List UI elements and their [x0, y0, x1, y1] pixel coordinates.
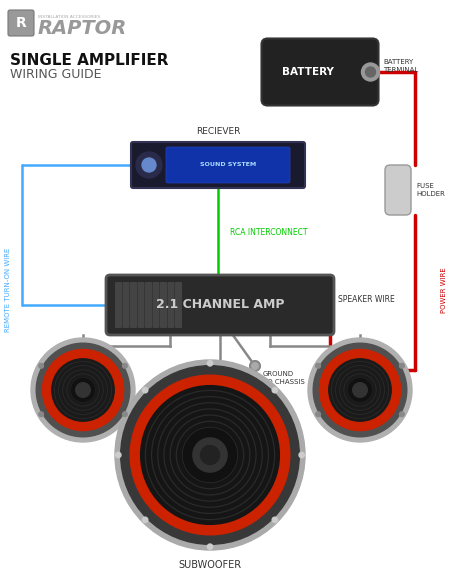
Circle shape [142, 388, 147, 393]
FancyBboxPatch shape [167, 282, 174, 328]
Text: RECIEVER: RECIEVER [195, 127, 239, 136]
Text: FUSE
HOLDER: FUSE HOLDER [415, 183, 444, 197]
Circle shape [142, 158, 156, 172]
Circle shape [207, 361, 212, 366]
Text: SOUND SYSTEM: SOUND SYSTEM [199, 162, 256, 168]
Circle shape [193, 438, 226, 472]
Circle shape [315, 412, 320, 417]
Circle shape [299, 452, 304, 457]
Text: 2.1 CHANNEL AMP: 2.1 CHANNEL AMP [156, 299, 284, 311]
Circle shape [200, 445, 219, 464]
FancyBboxPatch shape [8, 10, 34, 36]
Circle shape [42, 349, 123, 431]
Circle shape [328, 359, 390, 421]
Circle shape [71, 378, 94, 402]
Circle shape [365, 67, 375, 77]
Circle shape [142, 517, 147, 523]
Circle shape [207, 544, 212, 549]
Text: INSTALLATION ACCESSORIES: INSTALLATION ACCESSORIES [38, 15, 100, 19]
Circle shape [313, 343, 406, 437]
Circle shape [249, 361, 259, 371]
Text: R: R [16, 16, 26, 30]
Circle shape [315, 364, 320, 368]
Circle shape [319, 349, 400, 431]
Circle shape [115, 452, 121, 457]
Text: SUBWOOFER: SUBWOOFER [178, 560, 241, 570]
FancyBboxPatch shape [130, 282, 137, 328]
Circle shape [399, 412, 403, 417]
FancyBboxPatch shape [261, 38, 377, 105]
Circle shape [115, 360, 304, 550]
Text: RAPTOR: RAPTOR [38, 19, 127, 37]
FancyBboxPatch shape [137, 282, 144, 328]
FancyBboxPatch shape [131, 142, 304, 188]
Circle shape [183, 428, 236, 481]
Text: REMOTE TURN-ON WIRE: REMOTE TURN-ON WIRE [5, 248, 11, 332]
Circle shape [36, 343, 129, 437]
Circle shape [348, 378, 371, 402]
Circle shape [76, 383, 90, 398]
FancyBboxPatch shape [166, 147, 290, 183]
FancyBboxPatch shape [384, 165, 410, 215]
Circle shape [136, 152, 161, 178]
FancyBboxPatch shape [145, 282, 152, 328]
FancyBboxPatch shape [115, 282, 122, 328]
Circle shape [272, 517, 277, 523]
Circle shape [130, 375, 289, 535]
FancyBboxPatch shape [160, 282, 166, 328]
FancyBboxPatch shape [152, 282, 159, 328]
Circle shape [39, 364, 43, 368]
Text: WIRING GUIDE: WIRING GUIDE [10, 68, 101, 81]
Circle shape [307, 338, 411, 442]
Circle shape [52, 359, 114, 421]
Circle shape [31, 338, 135, 442]
FancyBboxPatch shape [122, 282, 129, 328]
Circle shape [352, 383, 367, 398]
Circle shape [272, 388, 277, 393]
Text: SINGLE AMPLIFIER: SINGLE AMPLIFIER [10, 53, 168, 68]
Circle shape [399, 364, 403, 368]
Text: SPEAKER WIRE: SPEAKER WIRE [337, 296, 394, 304]
Text: RCA INTERCONNECT: RCA INTERCONNECT [230, 228, 307, 237]
Text: BATTERY: BATTERY [281, 67, 333, 77]
Circle shape [122, 364, 127, 368]
Circle shape [120, 365, 299, 544]
FancyBboxPatch shape [106, 275, 333, 335]
Text: GROUND
TO CHASSIS: GROUND TO CHASSIS [262, 371, 304, 385]
Text: POWER WIRE: POWER WIRE [440, 267, 446, 313]
Text: BATTERY
TERMINAL: BATTERY TERMINAL [382, 59, 418, 73]
Circle shape [122, 412, 127, 417]
Circle shape [361, 63, 379, 81]
FancyBboxPatch shape [175, 282, 182, 328]
Circle shape [39, 412, 43, 417]
Circle shape [140, 386, 279, 524]
